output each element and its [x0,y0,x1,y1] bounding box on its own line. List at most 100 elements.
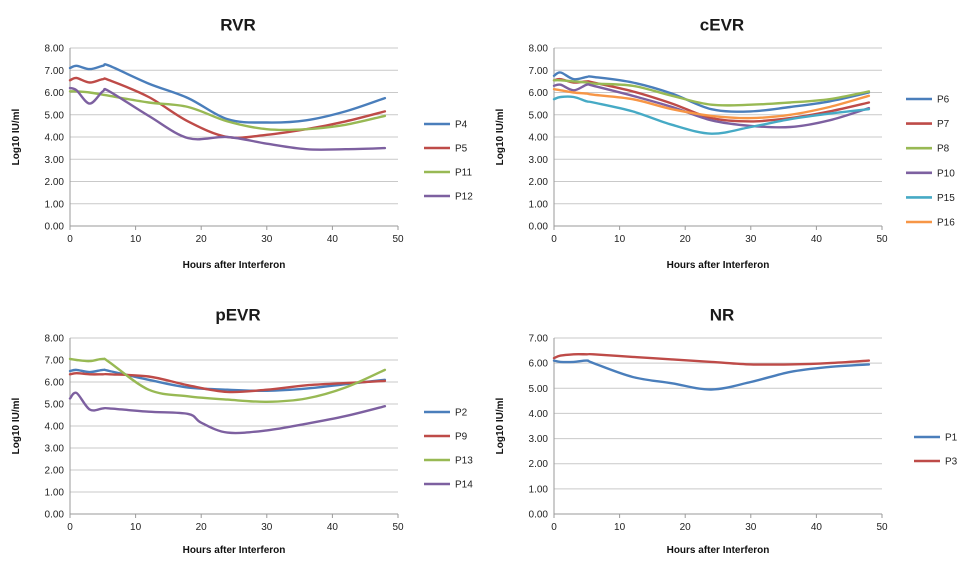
x-tick-label: 40 [811,234,823,245]
legend-label: P1 [945,433,958,444]
legend-label: P10 [937,168,955,179]
y-tick-label: 2.00 [529,177,549,188]
legend-label: P2 [455,408,468,419]
x-tick-label: 10 [130,234,142,245]
x-tick-label: 20 [196,522,208,533]
y-tick-label: 4.00 [529,409,549,420]
x-axis-label: Hours after Interferon [183,260,286,271]
y-tick-label: 4.00 [45,133,65,144]
x-tick-label: 20 [196,234,208,245]
y-tick-label: 3.00 [529,434,549,445]
series-line-p6 [552,71,871,113]
legend-label: P16 [937,218,955,229]
legend-label: P5 [455,144,468,155]
y-tick-label: 7.00 [529,334,549,345]
series-line-p10 [552,83,871,129]
x-tick-label: 0 [67,522,73,533]
y-tick-label: 3.00 [45,444,65,455]
y-tick-label: 1.00 [45,199,65,210]
series-line-p13 [68,357,387,404]
chart-title: pEVR [215,305,260,324]
series-line-p1 [552,359,871,391]
x-tick-label: 30 [745,234,757,245]
y-tick-label: 8.00 [529,44,549,55]
x-tick-label: 50 [392,234,404,245]
y-tick-label: 2.00 [45,177,65,188]
y-tick-label: 0.00 [529,510,549,521]
y-axis-label: Log10 IU/ml [495,397,506,454]
series-line-p9 [68,372,387,394]
x-tick-label: 10 [614,522,626,533]
y-tick-label: 4.00 [529,133,549,144]
y-tick-label: 6.00 [529,359,549,370]
legend-label: P7 [937,119,950,130]
x-axis-label: Hours after Interferon [183,545,286,556]
chart-title: RVR [220,15,256,34]
legend-label: P12 [455,192,473,203]
series-line-p14 [68,391,387,435]
y-tick-label: 8.00 [45,334,65,345]
x-tick-label: 0 [67,234,73,245]
y-tick-label: 2.00 [45,466,65,477]
y-tick-label: 5.00 [45,400,65,411]
chart-panel-rvr: RVR 0.00 1.00 2.00 3.00 4.00 5.00 6.00 7.00 8.00 0… [11,15,473,271]
y-tick-label: 1.00 [529,484,549,495]
y-tick-label: 0.00 [529,222,549,233]
y-tick-label: 2.00 [529,459,549,470]
y-tick-label: 7.00 [529,66,549,77]
y-tick-label: 7.00 [45,356,65,367]
y-tick-label: 3.00 [45,155,65,166]
legend-label: P3 [945,457,958,468]
chart-panel-cevr: cEVR 0.00 1.00 2.00 3.00 4.00 5.00 6.00 7.00 8.00… [495,15,955,271]
x-axis-label: Hours after Interferon [667,260,770,271]
x-tick-label: 30 [745,522,757,533]
series-line-p15 [552,95,871,135]
x-tick-label: 50 [392,522,404,533]
chart-title: cEVR [700,15,744,34]
series-line-p16 [552,88,871,120]
legend-label: P11 [455,168,472,179]
y-tick-label: 4.00 [45,422,65,433]
x-tick-label: 50 [876,234,888,245]
y-tick-label: 7.00 [45,66,65,77]
y-tick-label: 5.00 [529,384,549,395]
series-line-p4 [68,63,387,124]
y-tick-label: 5.00 [45,110,65,121]
x-tick-label: 30 [261,522,273,533]
y-tick-label: 6.00 [45,378,65,389]
series-line-p2 [68,368,387,393]
chart-panel-pevr: pEVR 0.00 1.00 2.00 3.00 4.00 5.00 6.00 7.00 8.00… [11,305,473,556]
y-tick-label: 3.00 [529,155,549,166]
legend-label: P9 [455,432,468,443]
y-tick-label: 0.00 [45,510,65,521]
y-tick-label: 1.00 [529,199,549,210]
x-tick-label: 30 [261,234,273,245]
x-tick-label: 10 [130,522,142,533]
y-axis-label: Log10 IU/ml [11,397,22,454]
series-line-p5 [68,76,387,139]
y-tick-label: 0.00 [45,222,65,233]
x-tick-label: 40 [811,522,823,533]
x-tick-label: 0 [551,522,557,533]
x-tick-label: 50 [876,522,888,533]
legend-label: P8 [937,144,950,155]
y-tick-label: 6.00 [529,88,549,99]
legend-label: P14 [455,480,473,491]
series-line-p11 [68,90,387,132]
chart-panel-nr: NR 0.00 1.00 2.00 3.00 4.00 5.00 6.00 7.00 0 10 20 3… [495,305,958,556]
series-line-p3 [552,352,871,366]
y-tick-label: 5.00 [529,110,549,121]
series-line-p8 [552,79,871,107]
x-axis-label: Hours after Interferon [667,545,770,556]
legend-label: P4 [455,120,468,131]
y-tick-label: 8.00 [45,44,65,55]
x-tick-label: 0 [551,234,557,245]
x-tick-label: 40 [327,522,339,533]
series-line-p12 [68,86,387,151]
y-axis-label: Log10 IU/ml [495,108,506,165]
x-tick-label: 40 [327,234,339,245]
x-tick-label: 20 [680,234,692,245]
y-axis-label: Log10 IU/ml [11,108,22,165]
y-tick-label: 6.00 [45,88,65,99]
